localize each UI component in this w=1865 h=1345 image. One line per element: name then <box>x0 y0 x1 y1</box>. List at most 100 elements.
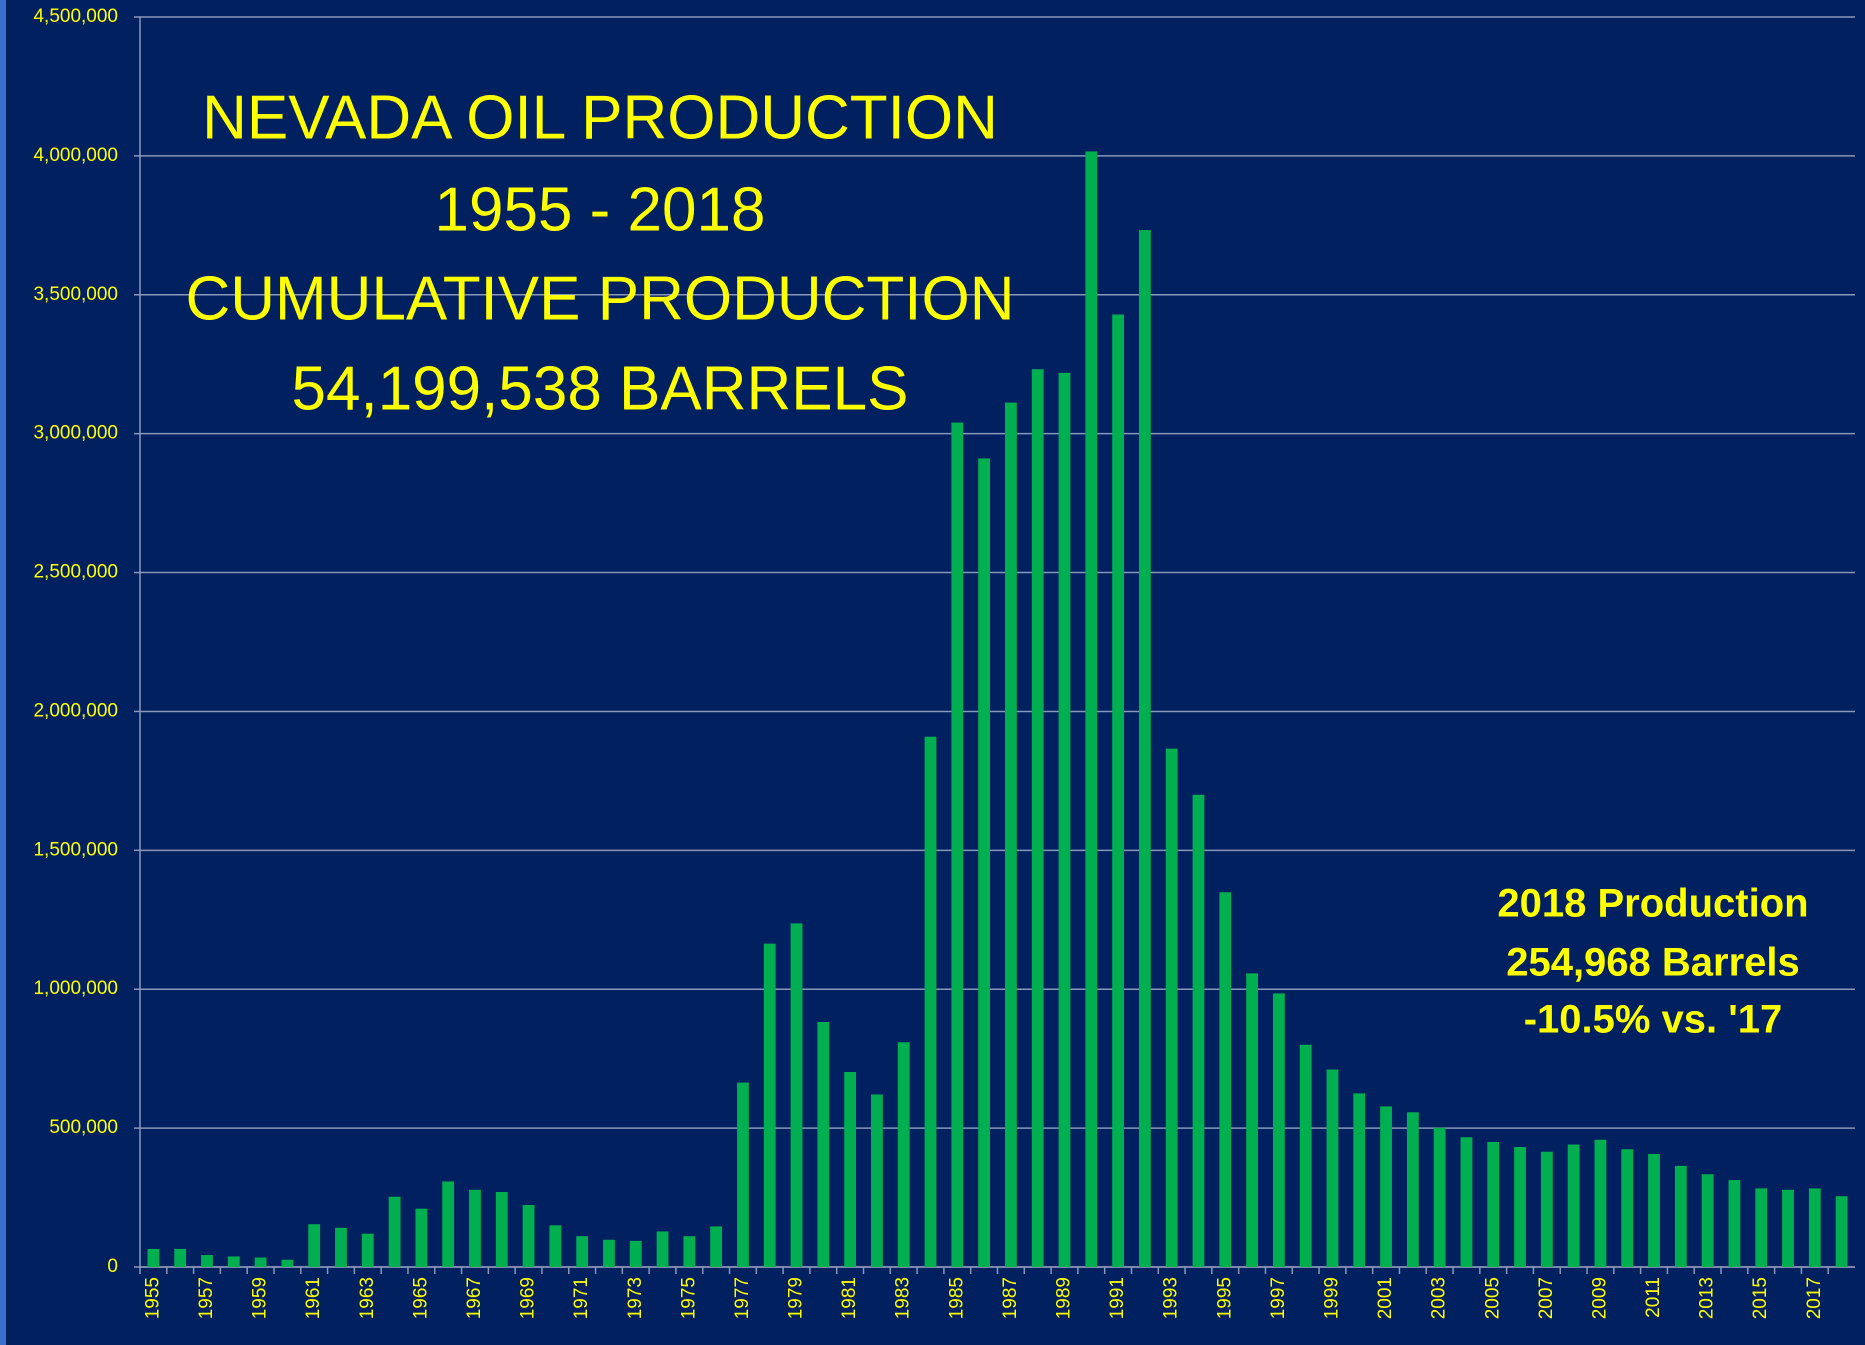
chart-title: 54,199,538 BARRELS <box>292 354 909 423</box>
bar <box>1085 151 1098 1267</box>
bar <box>1701 1174 1714 1267</box>
x-tick-label: 1961 <box>303 1277 324 1319</box>
bar <box>1567 1144 1580 1267</box>
y-tick-label: 4,000,000 <box>33 145 118 166</box>
x-tick-label: 1967 <box>464 1277 485 1319</box>
bar <box>227 1256 240 1267</box>
bar <box>576 1236 589 1267</box>
y-tick-label: 500,000 <box>49 1117 118 1138</box>
y-tick-label: 2,000,000 <box>33 700 118 721</box>
bar <box>1005 402 1017 1267</box>
bar <box>683 1236 696 1267</box>
chart-title: CUMULATIVE PRODUCTION <box>185 264 1014 333</box>
bar <box>1460 1137 1473 1267</box>
bar <box>1246 973 1258 1267</box>
x-tick-label: 1993 <box>1161 1277 1182 1319</box>
bar <box>1138 230 1151 1268</box>
x-tick-label: 1955 <box>142 1277 163 1319</box>
bar <box>1031 369 1044 1267</box>
x-tick-label: 2011 <box>1643 1277 1664 1318</box>
bar <box>763 943 776 1267</box>
bar <box>1487 1142 1500 1267</box>
x-tick-label: 1979 <box>786 1277 807 1319</box>
bar <box>1835 1196 1848 1267</box>
bar <box>281 1259 294 1267</box>
x-tick-label: 1975 <box>678 1277 699 1319</box>
y-tick-label: 0 <box>107 1256 118 1277</box>
bar <box>1058 372 1071 1267</box>
x-tick-label: 2013 <box>1697 1277 1718 1319</box>
bar <box>1782 1189 1794 1267</box>
bar <box>1406 1112 1419 1267</box>
annotation: 254,968 Barrels <box>1506 941 1800 985</box>
x-tick-label: 1977 <box>732 1277 753 1319</box>
y-tick-label: 3,000,000 <box>33 423 118 444</box>
bar <box>656 1231 669 1267</box>
bar <box>603 1239 615 1267</box>
x-tick-label: 1991 <box>1107 1277 1128 1319</box>
bar <box>629 1240 642 1267</box>
x-tick-label: 1963 <box>357 1277 378 1319</box>
x-tick-label: 1957 <box>196 1277 217 1319</box>
bar <box>1380 1106 1392 1267</box>
bar <box>737 1082 749 1267</box>
x-tick-label: 2017 <box>1804 1277 1825 1319</box>
x-tick-label: 1999 <box>1321 1277 1342 1319</box>
bar <box>790 923 803 1267</box>
x-tick-label: 1995 <box>1214 1277 1235 1319</box>
bar <box>1112 314 1124 1267</box>
bar <box>549 1225 562 1267</box>
bar <box>1299 1044 1312 1267</box>
bar <box>897 1042 910 1267</box>
x-tick-label: 1981 <box>839 1277 860 1319</box>
bar <box>1272 993 1285 1267</box>
bar <box>1648 1153 1660 1267</box>
x-tick-label: 2007 <box>1536 1277 1557 1319</box>
bar <box>1433 1127 1446 1267</box>
bar <box>495 1192 508 1267</box>
x-tick-label: 2005 <box>1482 1277 1503 1319</box>
bar <box>415 1208 428 1267</box>
bar <box>978 458 990 1267</box>
bar <box>1540 1151 1553 1267</box>
chart-title: NEVADA OIL PRODUCTION <box>202 83 998 152</box>
y-tick-label: 3,500,000 <box>33 284 118 305</box>
bar <box>1514 1147 1526 1267</box>
bar <box>361 1233 374 1267</box>
bar <box>254 1257 267 1267</box>
edge-strip <box>0 0 6 1345</box>
annotation: -10.5% vs. '17 <box>1524 998 1783 1042</box>
bar <box>147 1248 160 1267</box>
bar <box>335 1227 347 1267</box>
x-tick-label: 2001 <box>1375 1277 1396 1319</box>
y-tick-label: 2,500,000 <box>33 562 118 583</box>
x-tick-label: 1959 <box>250 1277 271 1319</box>
y-tick-label: 1,500,000 <box>33 839 118 860</box>
x-tick-label: 1973 <box>625 1277 646 1319</box>
bar <box>469 1189 481 1267</box>
bar <box>1192 794 1205 1267</box>
y-tick-label: 1,000,000 <box>33 978 118 999</box>
bar <box>308 1224 321 1267</box>
bar <box>1353 1093 1366 1267</box>
bar <box>174 1248 187 1267</box>
bar <box>201 1255 213 1267</box>
bar <box>951 422 964 1267</box>
bar <box>1728 1180 1741 1267</box>
x-tick-label: 1985 <box>946 1277 967 1319</box>
annotation: 2018 Production <box>1497 882 1808 926</box>
x-tick-label: 2015 <box>1750 1277 1771 1319</box>
bar <box>388 1196 401 1267</box>
bar <box>710 1226 723 1267</box>
x-tick-label: 1965 <box>410 1277 431 1319</box>
bar <box>871 1094 883 1267</box>
bar <box>844 1072 857 1267</box>
x-tick-label: 2009 <box>1589 1277 1610 1319</box>
bar <box>1808 1188 1821 1267</box>
x-tick-label: 1971 <box>571 1277 592 1319</box>
x-tick-label: 1989 <box>1054 1277 1075 1319</box>
bar <box>1621 1149 1634 1267</box>
x-tick-label: 1969 <box>518 1277 539 1319</box>
bar <box>442 1181 455 1267</box>
bar <box>1674 1165 1687 1267</box>
